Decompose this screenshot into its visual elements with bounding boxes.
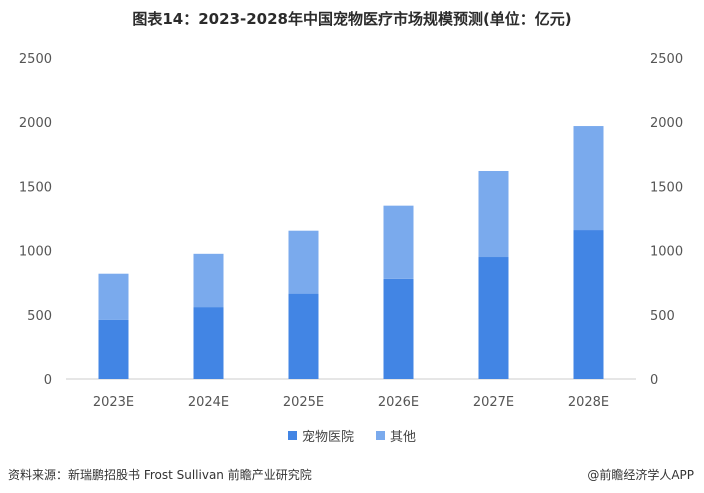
y-tick-label-right: 500 [650,309,675,324]
y-tick-label-right: 2000 [650,116,683,131]
x-tick-label: 2027E [473,395,514,410]
bar-segment-hospital [193,307,224,379]
legend: 宠物医院 其他 [0,426,704,445]
legend-swatch-other [376,431,385,440]
bar-segment-other [98,273,129,320]
bar-segment-hospital [383,278,414,379]
legend-label-other: 其他 [390,430,417,445]
y-tick-label-left: 500 [27,309,52,324]
source-text: 资料来源：新瑞鹏招股书 Frost Sullivan 前瞻产业研究院 [8,468,312,482]
y-tick-label-left: 0 [44,373,52,388]
bar-segment-hospital [478,257,509,379]
legend-label-hospital: 宠物医院 [301,430,354,445]
y-tick-label-right: 1500 [650,180,683,195]
y-tick-label-left: 1500 [19,180,52,195]
bar-segment-other [478,170,509,258]
y-tick-label-right: 2500 [650,52,683,67]
y-tick-label-right: 1000 [650,245,683,260]
bar-segment-hospital [573,230,604,379]
bars-group [98,126,604,379]
chart-title: 图表14：2023-2028年中国宠物医疗市场规模预测(单位：亿元) [132,10,572,28]
y-tick-label-right: 0 [650,373,658,388]
x-tick-label: 2024E [188,395,229,410]
x-tick-label: 2025E [283,395,324,410]
bar-segment-hospital [98,319,129,379]
legend-item-hospital: 宠物医院 [287,426,354,445]
x-axis-labels: 2023E 2024E 2025E 2026E 2027E 2028E [93,395,609,410]
bar-segment-other [383,205,414,279]
y-tick-label-left: 1000 [19,245,52,260]
x-tick-label: 2023E [93,395,134,410]
bar-segment-other [573,126,604,231]
x-tick-label: 2026E [378,395,419,410]
chart-canvas: 0 500 1000 1500 2000 2500 0 500 1000 1500 2000 250… [19,52,683,410]
y-axis-left: 0 500 1000 1500 2000 2500 [19,52,52,388]
y-tick-label-left: 2000 [19,116,52,131]
bar-segment-other [288,230,319,294]
brand-text: @前瞻经济学人APP [587,468,694,482]
footer: 资料来源：新瑞鹏招股书 Frost Sullivan 前瞻产业研究院 @前瞻经济… [0,466,704,493]
x-tick-label: 2028E [568,395,609,410]
bar-segment-hospital [288,293,319,379]
bar-segment-other [193,253,224,308]
y-tick-label-left: 2500 [19,52,52,67]
y-axis-right: 0 500 1000 1500 2000 2500 [650,52,683,388]
legend-item-other: 其他 [376,426,416,445]
legend-swatch-hospital [287,431,297,440]
